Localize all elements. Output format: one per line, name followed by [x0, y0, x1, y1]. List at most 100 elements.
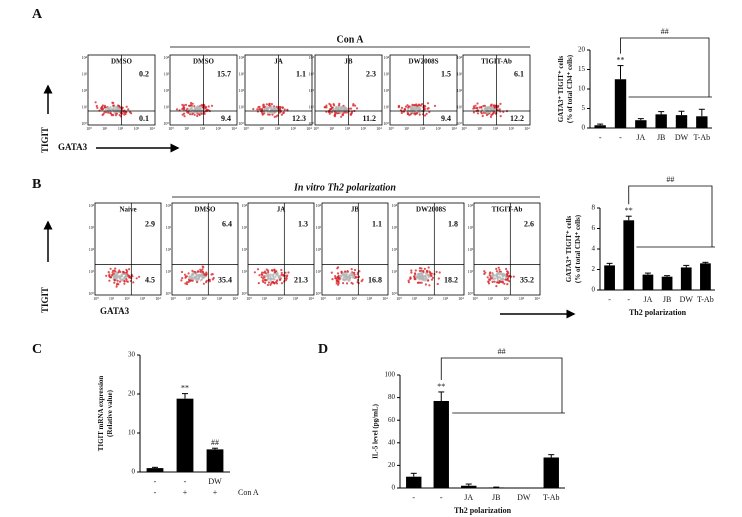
cell-dot	[341, 273, 344, 276]
cell-dot	[429, 271, 432, 274]
cell-dot	[493, 104, 496, 107]
cell-dot	[427, 107, 430, 110]
cell-dot	[190, 104, 193, 107]
cell-dot	[127, 108, 130, 111]
cell-dot	[270, 103, 273, 106]
flow-tick-label: 10⁰	[243, 126, 249, 131]
flow-tick-label: 10²	[200, 126, 206, 131]
quadrant-value: 1.5	[441, 69, 451, 78]
cell-dot	[338, 104, 341, 107]
cell-dot	[348, 275, 351, 278]
flow-tick-label: 10²	[164, 88, 170, 93]
cell-dot	[185, 281, 189, 284]
flow-tick-label: 10⁰	[165, 291, 171, 296]
cell-dot	[353, 268, 357, 272]
cell-dot	[193, 275, 196, 278]
cell-dot	[210, 273, 213, 276]
flow-tick-label: 10³	[392, 225, 398, 230]
cell-dot	[355, 276, 358, 279]
flow-tick-label: 10¹	[477, 126, 483, 131]
cell-dot	[98, 109, 101, 112]
flow-tick-label: 10²	[351, 296, 357, 301]
flow-tick-label: 10⁴	[164, 55, 170, 60]
cell-dot	[328, 102, 331, 105]
cell-dot	[190, 105, 193, 108]
cell-dot	[267, 113, 270, 116]
flow-tick-label: 10¹	[184, 126, 190, 131]
cell-dot	[409, 108, 412, 112]
cell-dot	[191, 102, 194, 105]
flow-tick-label: 10⁰	[170, 296, 176, 301]
y-tick-label: 0	[392, 484, 396, 492]
cell-dot	[201, 272, 204, 275]
cell-dot	[112, 104, 115, 107]
cell-dot	[270, 269, 274, 272]
cell-dot	[335, 282, 338, 285]
plot-title: Naive	[119, 206, 136, 214]
cell-dot	[267, 278, 270, 281]
significance-mark: **	[437, 382, 445, 391]
flow-tick-label: 10³	[134, 126, 140, 131]
flow-tick-label: 10¹	[262, 296, 268, 301]
flow-tick-label: 10²	[427, 296, 433, 301]
flow-tick-label: 10⁴	[309, 55, 315, 60]
cell-dot	[118, 105, 121, 108]
cell-dot	[491, 273, 495, 276]
cell-dot	[201, 268, 204, 271]
cell-dot	[184, 103, 188, 106]
significance-mark: **	[617, 55, 625, 64]
cell-dot	[268, 102, 271, 105]
flow-tick-label: 10¹	[309, 104, 315, 109]
cell-dot	[503, 282, 506, 285]
flow-tick-label: 10³	[443, 296, 449, 301]
treatment-label: +	[183, 488, 188, 497]
cell-dot	[271, 113, 274, 116]
quadrant-value: 1.8	[448, 219, 458, 228]
cell-dot	[123, 109, 126, 112]
flow-tick-label: 10⁴	[155, 296, 161, 301]
quadrant-value: 2.6	[524, 219, 534, 228]
flow-tick-label: 10⁰	[461, 126, 467, 131]
plot-title: DW2008S	[409, 58, 439, 66]
flow-tick-label: 10²	[275, 126, 281, 131]
flow-tick-label: 10¹	[239, 104, 245, 109]
cell-dot	[129, 279, 132, 283]
cell-dot	[282, 111, 285, 114]
cell-dot	[501, 281, 504, 284]
cell-dot	[476, 102, 479, 105]
cell-dot	[196, 108, 199, 111]
bar	[206, 449, 224, 472]
cell-dot	[279, 274, 282, 277]
flow-tick-label: 10¹	[102, 126, 108, 131]
flow-tick-label: 10⁰	[467, 291, 473, 296]
quadrant-value: 1.3	[298, 219, 308, 228]
cell-dot	[346, 275, 349, 278]
x-axis-label: Th2 polarization	[629, 308, 687, 317]
cell-dot	[207, 105, 210, 108]
cell-dot	[486, 108, 489, 111]
flow-tick-label: 10⁰	[396, 296, 402, 301]
cell-dot	[109, 106, 112, 109]
cell-dot	[194, 271, 197, 274]
cell-dot	[190, 279, 193, 282]
cell-dot	[422, 275, 425, 278]
cell-dot	[335, 105, 338, 108]
cell-dot	[212, 276, 215, 280]
comparison-label: ##	[498, 347, 506, 356]
bar	[406, 476, 422, 488]
flow-tick-label: 10²	[89, 247, 95, 252]
cell-dot	[488, 111, 492, 114]
flow-tick-label: 10³	[361, 126, 367, 131]
cell-dot	[197, 270, 200, 273]
cell-dot	[274, 107, 277, 110]
x-tick-label: JA	[636, 133, 645, 142]
cell-dot	[196, 281, 199, 284]
plot-title: TIGIT-Ab	[492, 206, 523, 214]
flow-tick-label: 10¹	[329, 126, 335, 131]
flow-tick-label: 10²	[493, 126, 499, 131]
cell-dot	[109, 111, 112, 115]
cell-dot	[119, 270, 122, 273]
flow-tick-label: 10⁰	[81, 121, 87, 126]
